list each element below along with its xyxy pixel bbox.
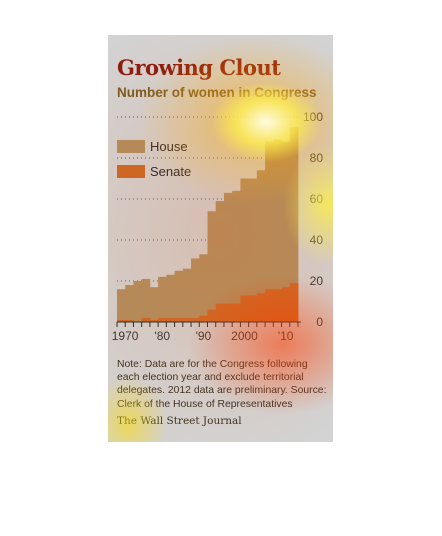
y-tick-label: 0 — [316, 315, 323, 329]
house-bar — [207, 211, 217, 322]
y-tick-label: 100 — [303, 110, 323, 124]
senate-bar — [191, 317, 200, 322]
senate-bar — [248, 295, 258, 322]
source-credit: The Wall Street Journal — [117, 415, 242, 427]
senate-bar — [240, 295, 250, 322]
legend-swatch-senate — [117, 165, 145, 178]
x-tick-label: 2000 — [231, 329, 258, 343]
legend-label-senate: Senate — [150, 164, 191, 179]
x-tick-label: '10 — [278, 329, 294, 343]
house-bar — [182, 268, 192, 322]
house-bar — [149, 287, 159, 322]
senate-bar — [232, 303, 241, 322]
house-bar — [232, 190, 241, 322]
senate-bar — [289, 283, 299, 322]
y-tick-label: 20 — [310, 274, 324, 288]
senate-bar — [174, 317, 184, 322]
y-tick-label: 60 — [310, 192, 324, 206]
senate-bar — [199, 315, 208, 322]
infographic-panel: Growing Clout Number of women in Congres… — [108, 35, 333, 442]
chart-note: Note: Data are for the Congress followin… — [117, 359, 327, 410]
senate-bar — [265, 289, 274, 322]
house-bar — [223, 192, 233, 322]
house-bar — [158, 276, 167, 322]
senate-bar — [273, 289, 282, 322]
bars — [117, 127, 299, 322]
senate-bar — [256, 293, 266, 322]
legend-swatch-house — [117, 140, 145, 153]
house-bar — [191, 258, 200, 322]
house-bar — [133, 281, 143, 322]
senate-bar — [207, 309, 217, 322]
house-bar — [199, 254, 208, 322]
senate-bar — [166, 317, 175, 322]
x-tick-label: '90 — [196, 329, 212, 343]
house-bar — [174, 270, 184, 322]
senate-bar — [158, 317, 167, 322]
house-bar — [125, 285, 134, 322]
y-tick-label: 40 — [310, 233, 324, 247]
house-bar — [141, 278, 151, 322]
x-tick-label: 1970 — [112, 329, 139, 343]
senate-bar — [182, 317, 192, 322]
legend-label-house: House — [150, 139, 188, 154]
x-tick-label: '80 — [154, 329, 170, 343]
house-bar — [166, 274, 175, 322]
bar-chart: 0 20 40 60 80 100 1970 '80 '90 2000 '10 House Senat… — [112, 110, 324, 343]
legend: House Senate — [117, 139, 191, 179]
y-tick-label: 80 — [310, 151, 324, 165]
senate-bar — [141, 317, 151, 322]
senate-bar — [223, 303, 233, 322]
house-bar — [117, 289, 126, 322]
senate-bar — [281, 287, 291, 322]
senate-bar — [215, 303, 225, 322]
